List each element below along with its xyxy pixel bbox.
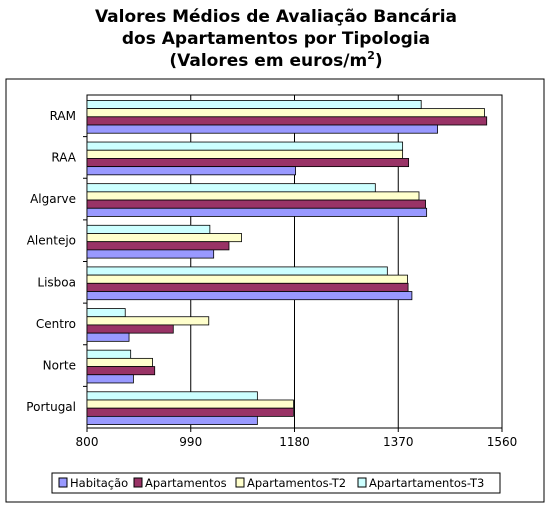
legend-label-apartamentos-t2: Apartamentos-T2: [247, 476, 346, 490]
legend-swatch-apartamentos-t3: [357, 477, 367, 488]
bar-lisboa-habitacao: [86, 291, 413, 301]
legend-swatch-apartamentos: [133, 477, 143, 488]
bar-portugal-apartamentos-t2: [86, 399, 294, 409]
chart-border: [5, 78, 545, 503]
chart-title-line-1: Valores Médios de Avaliação Bancária: [95, 7, 457, 27]
bar-algarve-habitacao: [86, 207, 428, 217]
bar-centro-habitacao: [86, 332, 130, 342]
bar-alentejo-habitacao: [86, 249, 215, 259]
category-label-lisboa: Lisboa: [37, 275, 76, 289]
bar-portugal-habitacao: [86, 415, 258, 425]
x-tick-labels: 800 990 1180 1370 1560: [76, 435, 518, 449]
x-tick-label-1180: 1180: [279, 435, 310, 449]
x-tick-label-990: 990: [179, 435, 202, 449]
bar-norte-apartamentos-t2: [86, 357, 153, 367]
bar-ram-apartamentos: [86, 116, 488, 126]
bar-alentejo-apartamentos: [86, 241, 230, 251]
bar-centro-apartamentos-t2: [86, 316, 210, 326]
chart-title-line-3: (Valores em euros/m2): [169, 49, 382, 71]
bar-ram-apartartamentos-t3: [86, 100, 422, 110]
legend-box: [51, 472, 501, 494]
bar-raa-apartartamentos-t3: [86, 141, 404, 151]
legend-label-apartamentos-t3: Apartartamentos-T3: [369, 476, 484, 490]
legend-swatch-apartamentos-t2: [235, 477, 245, 488]
x-tick-label-800: 800: [76, 435, 99, 449]
bar-lisboa-apartamentos: [86, 282, 409, 292]
bar-alentejo-apartamentos-t2: [86, 233, 242, 243]
category-label-portugal: Portugal: [26, 400, 76, 414]
legend: Habitação Apartamentos Apartamentos-T2 A…: [51, 472, 501, 494]
bar-ram-habitacao: [86, 124, 438, 134]
legend-label-habitacao: Habitação: [70, 476, 128, 490]
chart-title-superscript: 2: [367, 49, 375, 62]
bar-raa-apartamentos-t2: [86, 149, 404, 159]
chart-title-units: (Valores em euros/m: [169, 51, 367, 71]
bar-centro-apartamentos: [86, 324, 174, 334]
legend-label-apartamentos: Apartamentos: [145, 476, 227, 490]
category-label-norte: Norte: [43, 359, 76, 373]
bar-lisboa-apartartamentos-t3: [86, 266, 388, 276]
bar-norte-habitacao: [86, 374, 134, 384]
x-tick-label-1560: 1560: [487, 435, 518, 449]
category-label-ram: RAM: [50, 109, 76, 123]
category-label-centro: Centro: [36, 317, 76, 331]
bar-ram-apartamentos-t2: [86, 108, 485, 118]
bar-algarve-apartamentos-t2: [86, 191, 420, 201]
bar-centro-apartartamentos-t3: [86, 308, 126, 318]
bar-portugal-apartartamentos-t3: [86, 391, 258, 401]
category-label-algarve: Algarve: [30, 192, 76, 206]
category-label-raa: RAA: [51, 150, 76, 164]
bar-norte-apartamentos: [86, 366, 156, 376]
bar-alentejo-apartartamentos-t3: [86, 224, 211, 234]
category-label-alentejo: Alentejo: [27, 234, 76, 248]
bar-lisboa-apartamentos-t2: [86, 274, 408, 284]
x-tick-label-1370: 1370: [383, 435, 414, 449]
bar-portugal-apartamentos: [86, 407, 294, 417]
bar-algarve-apartartamentos-t3: [86, 183, 376, 193]
bar-norte-apartartamentos-t3: [86, 349, 132, 359]
plot-area: [83, 94, 503, 432]
category-labels: RAM RAA Algarve Alentejo Lisboa Centro Norte Po…: [26, 109, 76, 414]
legend-swatch-habitacao: [58, 477, 68, 488]
chart-title-line-2: dos Apartamentos por Tipologia: [122, 29, 430, 49]
bar-raa-habitacao: [86, 166, 296, 176]
bar-algarve-apartamentos: [86, 199, 426, 209]
chart-title-close: ): [375, 51, 383, 71]
bar-raa-apartamentos: [86, 158, 410, 168]
